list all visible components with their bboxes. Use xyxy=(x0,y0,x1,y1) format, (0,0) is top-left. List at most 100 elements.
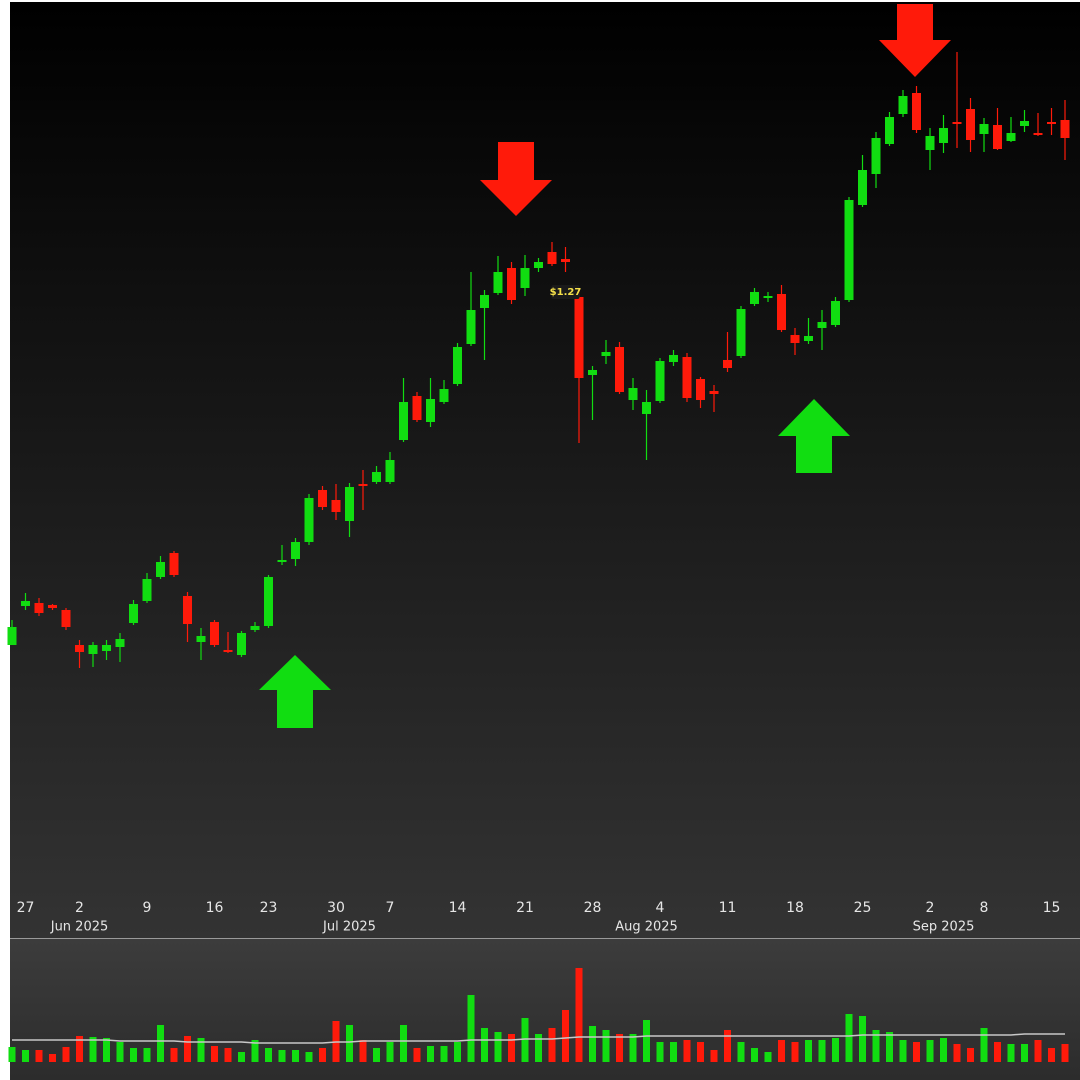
candle-body xyxy=(412,396,422,420)
candle-body xyxy=(993,125,1002,149)
volume-bar xyxy=(926,1040,934,1062)
volume-bar xyxy=(562,1010,569,1062)
candle-body xyxy=(858,170,867,205)
candle-body xyxy=(169,553,179,575)
volume-bar xyxy=(116,1042,124,1062)
candle-body xyxy=(466,310,476,344)
price-pane xyxy=(10,2,1080,938)
volume-bar xyxy=(35,1050,43,1062)
volume-bar xyxy=(8,1047,16,1062)
volume-bar xyxy=(886,1032,893,1062)
volume-bar xyxy=(967,1048,974,1062)
volume-bar xyxy=(818,1040,826,1062)
volume-bar xyxy=(481,1028,488,1062)
candle-body xyxy=(898,96,908,114)
candle-body xyxy=(223,650,233,652)
volume-bar xyxy=(413,1048,421,1062)
candle-body xyxy=(642,402,651,414)
candle-body xyxy=(61,610,71,627)
volume-bar xyxy=(953,1044,961,1062)
x-tick-label: 30 xyxy=(327,900,345,916)
candle-body xyxy=(1020,121,1029,126)
volume-bar xyxy=(589,1026,596,1062)
volume-bar xyxy=(22,1050,29,1062)
candle-body xyxy=(372,472,381,482)
volume-bar xyxy=(616,1034,623,1062)
volume-bar xyxy=(521,1018,529,1062)
candle-body xyxy=(1006,133,1016,141)
x-tick-label: 16 xyxy=(206,900,224,916)
x-tick-label: 18 xyxy=(786,900,804,916)
candle-body xyxy=(115,639,125,647)
volume-bar xyxy=(629,1034,637,1062)
candle-body xyxy=(264,577,273,626)
volume-bar xyxy=(602,1030,610,1062)
candle-body xyxy=(561,259,570,262)
candle-body xyxy=(196,636,206,642)
price-label: $1.27 xyxy=(550,287,582,298)
candle-body xyxy=(183,596,192,624)
candle-body xyxy=(304,498,314,542)
candle-body xyxy=(723,360,732,368)
candle-body xyxy=(318,490,327,507)
candle-body xyxy=(696,379,705,400)
candle-body xyxy=(7,627,17,645)
volume-ma-line xyxy=(12,1033,1065,1044)
candle-body xyxy=(277,560,287,562)
volume-bar xyxy=(400,1025,407,1062)
candle-body xyxy=(777,294,786,330)
candle-body xyxy=(142,579,152,601)
volume-bar xyxy=(373,1048,380,1062)
x-tick-label: 2 xyxy=(926,900,935,916)
volume-bar xyxy=(62,1047,70,1062)
volume-bar xyxy=(994,1042,1001,1062)
volume-bar xyxy=(197,1038,205,1062)
volume-bar xyxy=(224,1048,232,1062)
candle-body xyxy=(75,645,84,652)
candle-body xyxy=(250,626,260,630)
candle-body xyxy=(939,128,948,143)
month-label: Jun 2025 xyxy=(50,920,109,935)
candles: $1.27 xyxy=(7,52,1070,668)
volume-bar xyxy=(467,995,475,1062)
volume-bar xyxy=(251,1040,259,1062)
x-tick-label: 21 xyxy=(516,900,534,916)
candle-body xyxy=(1033,133,1043,135)
x-tick-label: 8 xyxy=(980,900,989,916)
volume-bar xyxy=(683,1040,691,1062)
volume-bar xyxy=(508,1034,515,1062)
volume-bar xyxy=(386,1042,394,1062)
x-tick-label: 25 xyxy=(854,900,872,916)
volume-bar xyxy=(76,1036,83,1062)
signal-arrows xyxy=(259,4,951,728)
candle-body xyxy=(912,93,921,130)
volume-bar xyxy=(1007,1044,1015,1062)
candle-body xyxy=(588,370,597,375)
volume-bar xyxy=(872,1030,880,1062)
candle-body xyxy=(358,484,368,486)
x-tick-label: 2 xyxy=(75,900,84,916)
candle-body xyxy=(1060,120,1070,138)
volume-bar xyxy=(845,1014,853,1062)
candle-body xyxy=(453,347,462,384)
x-tick-label: 7 xyxy=(386,900,395,916)
volume-bar xyxy=(980,1028,988,1062)
candle-body xyxy=(345,487,354,521)
candle-body xyxy=(129,604,138,623)
volume-bar xyxy=(1021,1044,1028,1062)
volume-bar xyxy=(940,1038,947,1062)
candle-body xyxy=(21,601,30,606)
candle-body xyxy=(439,389,449,402)
volume-bar xyxy=(899,1040,907,1062)
month-label: Sep 2025 xyxy=(913,920,975,935)
candle-body xyxy=(952,122,962,124)
candle-body xyxy=(804,336,813,341)
candle-body xyxy=(156,562,165,577)
candle-body xyxy=(88,645,98,654)
buy-arrow xyxy=(778,399,850,473)
x-tick-label: 15 xyxy=(1043,900,1061,916)
volume-bar xyxy=(737,1042,745,1062)
volume-bar xyxy=(103,1038,110,1062)
candle-body xyxy=(34,603,44,613)
